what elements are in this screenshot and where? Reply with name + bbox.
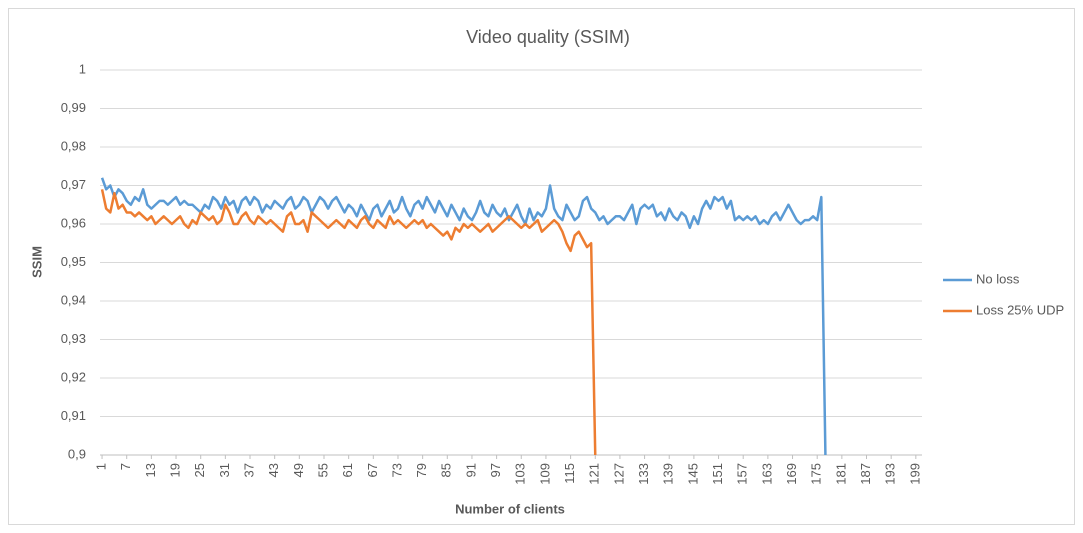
- x-axis-title: Number of clients: [455, 501, 565, 516]
- x-tick-label: 37: [241, 463, 256, 477]
- y-tick-label: 0,98: [61, 138, 86, 153]
- x-tick-label: 193: [883, 463, 898, 485]
- x-tick-label: 151: [710, 463, 725, 485]
- legend-label: Loss 25% UDP: [976, 302, 1064, 317]
- chart-frame: [8, 8, 1075, 525]
- y-tick-label: 0,94: [61, 292, 86, 307]
- x-tick-label: 133: [636, 463, 651, 485]
- x-tick-label: 1: [93, 463, 108, 470]
- y-tick-label: 0,95: [61, 254, 86, 269]
- legend-label: No loss: [976, 271, 1020, 286]
- x-tick-label: 61: [340, 463, 355, 477]
- y-tick-label: 1: [79, 61, 86, 76]
- x-tick-label: 121: [587, 463, 602, 485]
- x-tick-label: 169: [784, 463, 799, 485]
- x-tick-label: 115: [562, 463, 577, 484]
- y-tick-label: 0,96: [61, 215, 86, 230]
- x-tick-label: 157: [735, 463, 750, 485]
- series-line: [100, 189, 597, 456]
- x-tick-label: 199: [907, 463, 922, 485]
- x-tick-label: 175: [809, 463, 824, 485]
- y-tick-label: 0,92: [61, 369, 86, 384]
- series-line: [100, 177, 827, 456]
- x-tick-label: 127: [611, 463, 626, 485]
- x-tick-label: 85: [439, 463, 454, 477]
- x-tick-label: 19: [167, 463, 182, 477]
- x-tick-label: 163: [759, 463, 774, 485]
- x-tick-label: 187: [858, 463, 873, 485]
- x-tick-label: 103: [513, 463, 528, 485]
- chart-title: Video quality (SSIM): [466, 27, 630, 47]
- x-tick-label: 25: [192, 463, 207, 477]
- y-axis-title: SSIM: [29, 246, 44, 278]
- x-tick-label: 7: [118, 463, 133, 470]
- x-tick-label: 181: [833, 463, 848, 485]
- y-tick-label: 0,93: [61, 331, 86, 346]
- x-tick-label: 43: [266, 463, 281, 477]
- x-tick-label: 73: [389, 463, 404, 477]
- x-tick-label: 67: [365, 463, 380, 477]
- y-tick-label: 0,97: [61, 177, 86, 192]
- x-tick-label: 13: [143, 463, 158, 477]
- y-tick-label: 0,91: [61, 408, 86, 423]
- y-tick-label: 0,99: [61, 100, 86, 115]
- x-tick-label: 139: [661, 463, 676, 485]
- x-tick-label: 97: [488, 463, 503, 477]
- x-tick-label: 55: [315, 463, 330, 477]
- y-tick-label: 0,9: [68, 446, 86, 461]
- x-tick-label: 109: [537, 463, 552, 485]
- x-tick-label: 145: [685, 463, 700, 485]
- x-tick-label: 49: [291, 463, 306, 477]
- x-tick-label: 91: [463, 463, 478, 477]
- x-tick-label: 31: [217, 463, 232, 477]
- x-tick-label: 79: [414, 463, 429, 477]
